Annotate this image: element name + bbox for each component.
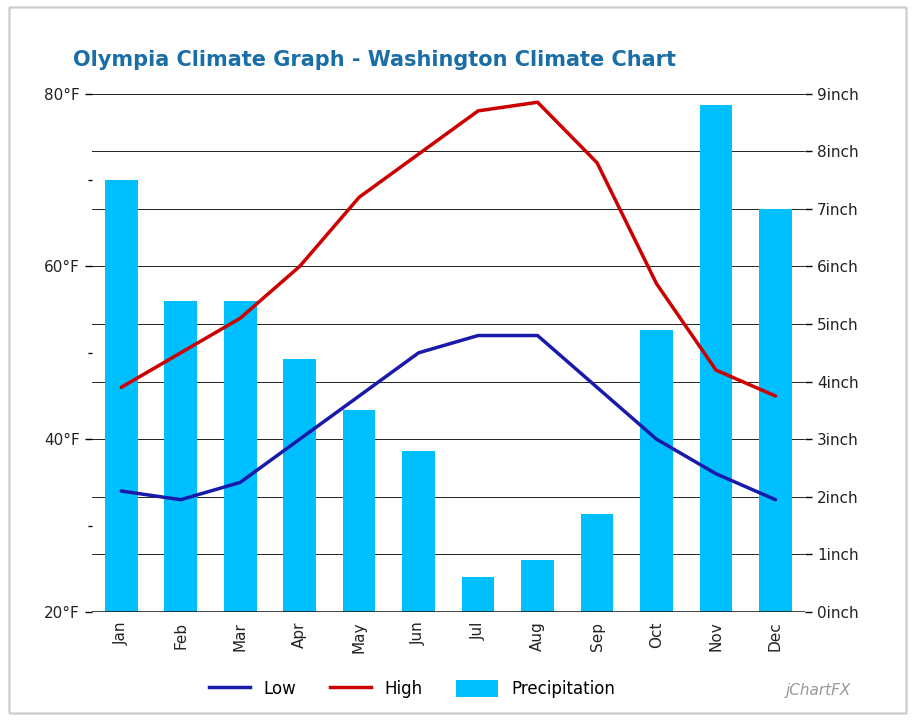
Text: jChartFX: jChartFX xyxy=(786,683,851,698)
Bar xyxy=(700,105,732,612)
Bar xyxy=(343,410,375,612)
Bar xyxy=(284,359,316,612)
Bar xyxy=(165,301,197,612)
Bar xyxy=(522,560,554,612)
Bar xyxy=(581,514,613,612)
Bar xyxy=(759,209,791,612)
Bar xyxy=(224,301,256,612)
Bar xyxy=(640,330,673,612)
Text: Olympia Climate Graph - Washington Climate Chart: Olympia Climate Graph - Washington Clima… xyxy=(73,50,676,71)
Legend: Low, High, Precipitation: Low, High, Precipitation xyxy=(202,673,621,704)
Bar xyxy=(105,180,137,612)
Bar xyxy=(462,577,494,612)
Bar xyxy=(403,451,435,612)
